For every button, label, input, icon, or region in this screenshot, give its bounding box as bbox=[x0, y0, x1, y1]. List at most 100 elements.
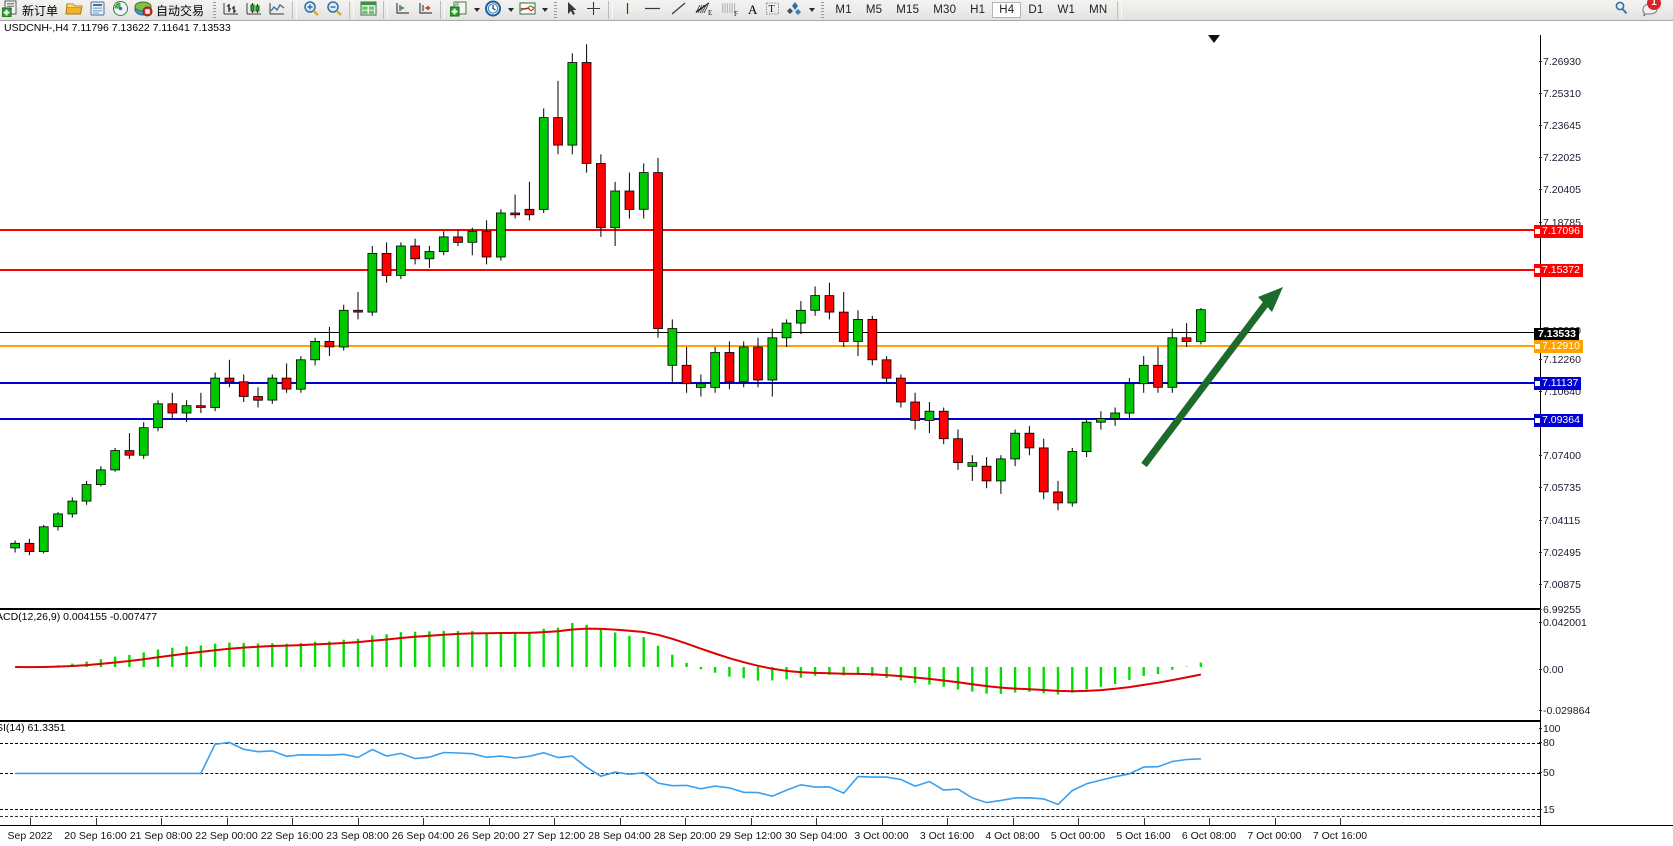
toolbar-separator-6 bbox=[1117, 1, 1123, 19]
trend-arrow-annotation[interactable] bbox=[0, 35, 1540, 580]
time-tick-12: 30 Sep 04:00 bbox=[784, 830, 848, 842]
vertical-line-button[interactable] bbox=[616, 0, 639, 20]
symbol-ohlc-bar: USDCNH-,H4 7.11796 7.13622 7.11641 7.135… bbox=[0, 21, 1673, 35]
timeframe-m5[interactable]: M5 bbox=[865, 4, 883, 16]
rsi-bottom-dashed-line bbox=[0, 816, 1540, 817]
add-indicator-button[interactable] bbox=[448, 0, 471, 20]
time-axis[interactable]: Sep 2022 20 Sep 16:00 21 Sep 08:00 22 Sep 0… bbox=[0, 825, 1673, 846]
price-label-resistance-2[interactable]: 7.15372 bbox=[1534, 264, 1583, 277]
add-indicator-dropdown-arrow[interactable] bbox=[471, 1, 482, 19]
zoom-out-button[interactable] bbox=[323, 0, 346, 20]
signals-button[interactable] bbox=[109, 0, 132, 20]
time-tick-11: 29 Sep 12:00 bbox=[719, 830, 782, 842]
line-chart-button[interactable] bbox=[266, 0, 289, 20]
trendline-button[interactable] bbox=[666, 0, 691, 20]
zoom-in-icon bbox=[302, 0, 321, 20]
rsi-tick-100: 100 bbox=[1539, 723, 1561, 735]
timeframe-h4[interactable]: H4 bbox=[992, 2, 1022, 18]
price-level-line-709364[interactable] bbox=[0, 418, 1540, 420]
price-level-line-715372[interactable] bbox=[0, 269, 1540, 271]
time-gridline-7 bbox=[488, 818, 490, 825]
shapes-button[interactable] bbox=[783, 0, 806, 20]
price-tick-8: 7.12260 bbox=[1539, 354, 1581, 366]
time-tick-7: 26 Sep 20:00 bbox=[457, 830, 520, 842]
bar-chart-button[interactable] bbox=[220, 0, 243, 20]
notification-count-badge: 1 bbox=[1647, 0, 1661, 10]
templates-button[interactable] bbox=[516, 0, 539, 20]
toolbar-grip-1[interactable] bbox=[212, 1, 218, 19]
timeframe-h1[interactable]: H1 bbox=[970, 4, 986, 16]
line-chart-icon bbox=[268, 0, 287, 20]
auto-scroll-button[interactable] bbox=[414, 0, 437, 20]
time-gridline-15 bbox=[1012, 818, 1014, 825]
time-gridline-13 bbox=[881, 818, 883, 825]
time-gridline-17 bbox=[1143, 818, 1145, 825]
toolbar-grip-2[interactable] bbox=[553, 1, 559, 19]
period-button[interactable] bbox=[482, 0, 505, 20]
toolbar-grip-3[interactable] bbox=[820, 1, 826, 19]
time-gridline-16 bbox=[1078, 818, 1079, 825]
rsi-series bbox=[15, 741, 1201, 806]
time-tick-6: 26 Sep 04:00 bbox=[391, 830, 455, 842]
price-label-support-1[interactable]: 7.11137 bbox=[1534, 377, 1582, 390]
templates-dropdown-arrow[interactable] bbox=[539, 1, 550, 19]
price-level-line-711137[interactable] bbox=[0, 382, 1540, 384]
time-tick-20: 7 Oct 16:00 bbox=[1312, 830, 1368, 842]
add-indicator-icon bbox=[449, 0, 469, 20]
vertical-line-icon bbox=[618, 0, 637, 20]
price-tick-5: 7.18785 bbox=[1539, 217, 1581, 229]
text-icon: A bbox=[748, 2, 758, 17]
elliott-wave-button[interactable]: E bbox=[691, 0, 717, 20]
timeframe-mn[interactable]: MN bbox=[1089, 4, 1108, 16]
crosshair-button[interactable] bbox=[582, 0, 605, 20]
time-tick-0: Sep 2022 bbox=[7, 830, 53, 842]
timeframe-w1[interactable]: W1 bbox=[1057, 4, 1076, 16]
search-icon bbox=[1612, 0, 1631, 20]
profiles-button[interactable] bbox=[86, 0, 109, 20]
shapes-dropdown-arrow[interactable] bbox=[806, 1, 817, 19]
folder-button[interactable] bbox=[63, 0, 86, 20]
price-axis[interactable]: 7.26930 7.25310 7.23645 7.22025 7.20405 … bbox=[1534, 35, 1673, 825]
chart-container[interactable]: ACD(12,26,9) 0.004155 -0.007477 SI(14) 6… bbox=[0, 35, 1673, 846]
time-tick-4: 22 Sep 16:00 bbox=[260, 830, 324, 842]
price-label-handle bbox=[1535, 268, 1540, 273]
candlestick-chart-icon bbox=[245, 0, 264, 20]
text-label-button[interactable]: T bbox=[762, 0, 783, 20]
candlestick-chart-button[interactable] bbox=[243, 0, 266, 20]
timeframe-m1[interactable]: M1 bbox=[835, 4, 852, 16]
zoom-in-button[interactable] bbox=[300, 0, 323, 20]
toolbar-separator-4 bbox=[440, 1, 446, 19]
period-icon bbox=[484, 0, 503, 20]
timeframe-m15[interactable]: M15 bbox=[896, 4, 920, 16]
fibonacci-button[interactable]: F bbox=[717, 0, 743, 20]
period-dropdown-arrow[interactable] bbox=[505, 1, 516, 19]
main-toolbar[interactable]: 新订单 bbox=[0, 0, 1673, 21]
data-window-button[interactable] bbox=[357, 0, 380, 20]
new-order-button[interactable]: 新订单 bbox=[0, 0, 63, 20]
search-button[interactable] bbox=[1610, 0, 1633, 20]
price-level-line-717096[interactable] bbox=[0, 229, 1540, 231]
notification-button[interactable]: 1 bbox=[1639, 0, 1663, 20]
price-label-support-2[interactable]: 7.09364 bbox=[1534, 414, 1583, 427]
bar-chart-icon bbox=[222, 0, 241, 20]
rsi-level-15-line bbox=[0, 809, 1540, 810]
macd-tick-max: 0.042001 bbox=[1539, 617, 1587, 629]
price-label-resistance-1[interactable]: 7.17096 bbox=[1534, 225, 1583, 238]
price-label-pivot[interactable]: 7.12910 bbox=[1534, 340, 1583, 353]
rsi-tick-80: 80 bbox=[1539, 737, 1555, 749]
shapes-icon bbox=[785, 0, 804, 20]
timeframe-d1[interactable]: D1 bbox=[1028, 4, 1044, 16]
shift-end-button[interactable] bbox=[391, 0, 414, 20]
chart-plot-area[interactable]: ACD(12,26,9) 0.004155 -0.007477 SI(14) 6… bbox=[0, 35, 1540, 825]
autotrading-button[interactable]: 自动交易 bbox=[132, 0, 209, 20]
rsi-level-50-line bbox=[0, 773, 1540, 774]
price-tick-13: 7.04115 bbox=[1538, 515, 1581, 527]
cursor-button[interactable] bbox=[561, 0, 582, 20]
horizontal-line-button[interactable] bbox=[639, 0, 666, 20]
time-gridline-14 bbox=[947, 818, 948, 825]
price-tick-15: 7.00875 bbox=[1539, 579, 1581, 591]
text-button[interactable]: A bbox=[743, 0, 762, 20]
timeframe-m30[interactable]: M30 bbox=[933, 4, 957, 16]
new-order-label: 新订单 bbox=[22, 3, 59, 18]
price-label-handle bbox=[1535, 381, 1540, 386]
